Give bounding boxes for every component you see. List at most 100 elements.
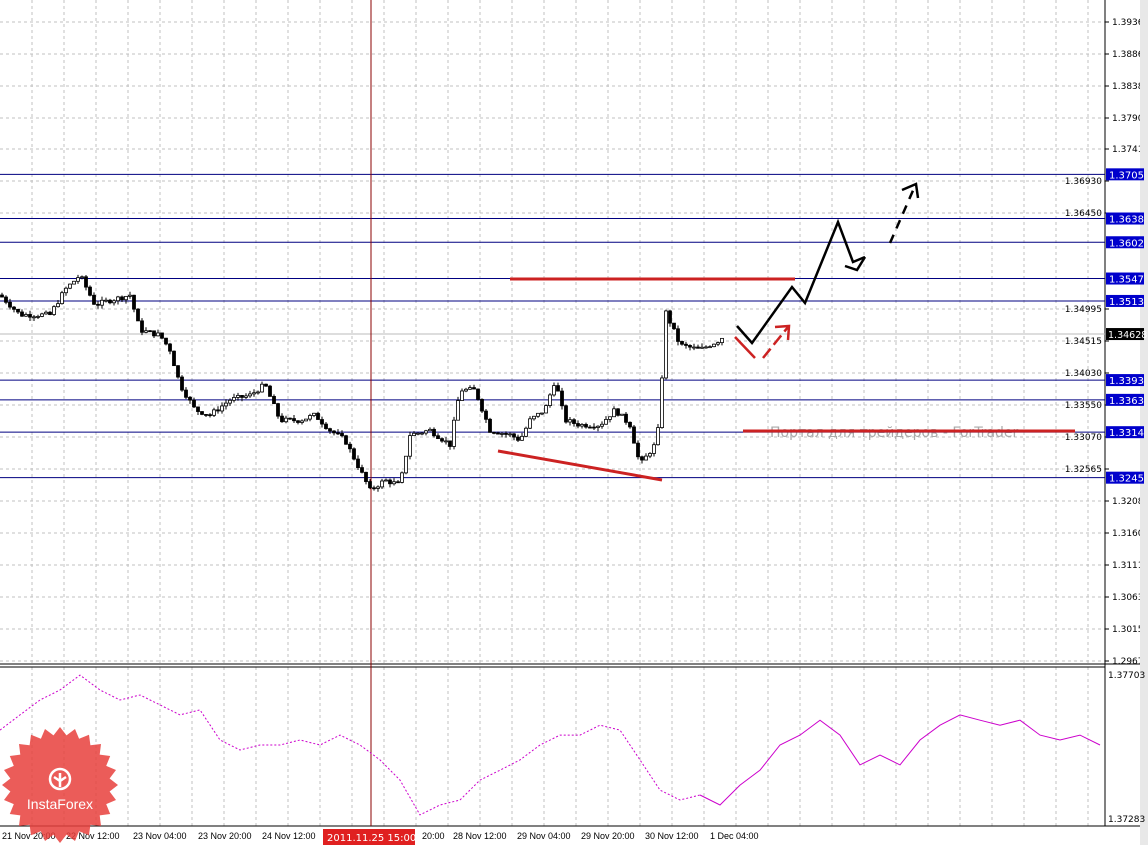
- level-label: 1.3638: [1109, 215, 1144, 226]
- candle-body: [672, 322, 676, 330]
- level-label-bg: [1106, 294, 1144, 307]
- candle: [272, 394, 276, 405]
- candle-body: [240, 395, 244, 398]
- candle-body: [500, 433, 504, 435]
- candle: [64, 286, 68, 296]
- candle: [552, 382, 556, 397]
- candle-body: [556, 385, 560, 392]
- candle: [228, 398, 232, 406]
- candle-body: [676, 328, 680, 342]
- candle: [460, 388, 464, 401]
- candle: [176, 365, 180, 379]
- candle: [0, 292, 4, 298]
- candle: [116, 295, 120, 305]
- candle-body: [456, 400, 460, 421]
- candle: [708, 345, 712, 349]
- candle-body: [116, 296, 120, 302]
- candle-body: [288, 417, 292, 420]
- candle: [288, 417, 292, 420]
- candle-body: [388, 479, 392, 485]
- price-tick-label: 1.30150: [1112, 625, 1148, 635]
- candle: [564, 404, 568, 424]
- candle-body: [568, 419, 572, 423]
- candle: [164, 337, 168, 346]
- price-tick-label: 1.32085: [1112, 497, 1148, 507]
- level-label: 1.3705: [1109, 170, 1144, 181]
- candle: [532, 415, 536, 421]
- candle: [184, 387, 188, 400]
- candle-body: [404, 455, 408, 474]
- candle: [40, 312, 44, 318]
- candle: [240, 395, 244, 402]
- price-tick-label: 1.37905: [1112, 114, 1148, 124]
- candle: [132, 294, 136, 313]
- candle-body: [488, 418, 492, 433]
- candle: [124, 295, 128, 304]
- candle: [508, 432, 512, 438]
- time-label: 29 Nov 20:00: [581, 831, 635, 841]
- candle: [160, 332, 164, 340]
- candle-body: [708, 346, 712, 349]
- price-tick-label: 1.33070: [1065, 433, 1102, 443]
- candle: [300, 419, 304, 425]
- candle: [664, 309, 668, 380]
- candle-body: [24, 314, 28, 317]
- candle-body: [268, 385, 272, 397]
- candle-body: [588, 426, 592, 429]
- candle: [468, 385, 472, 390]
- candle-body: [516, 436, 520, 441]
- candle-body: [468, 387, 472, 390]
- candle: [92, 292, 96, 305]
- cursor-time-bg: [323, 829, 415, 845]
- level-label: 1.3314: [1109, 428, 1144, 439]
- candle: [516, 434, 520, 443]
- candle: [424, 429, 428, 436]
- candle-body: [172, 350, 176, 367]
- candle: [224, 399, 228, 410]
- candle: [140, 318, 144, 336]
- candle-body: [236, 395, 240, 398]
- candle-body: [484, 410, 488, 420]
- candle-body: [444, 440, 448, 443]
- candle: [528, 416, 532, 430]
- candle-body: [160, 332, 164, 339]
- candle: [484, 408, 488, 424]
- candle-body: [600, 423, 604, 427]
- candle: [284, 415, 288, 424]
- candle-body: [520, 435, 524, 441]
- candle: [428, 427, 432, 432]
- candle-body: [264, 383, 268, 387]
- time-label: 24 Nov 12:00: [262, 831, 316, 841]
- candle-body: [212, 409, 216, 416]
- candle: [396, 479, 400, 484]
- candle: [76, 274, 80, 284]
- support-trendline: [497, 449, 663, 482]
- candle: [248, 390, 252, 398]
- candle: [480, 398, 484, 414]
- candle-body: [200, 411, 204, 415]
- candle: [312, 412, 316, 418]
- candle: [136, 308, 140, 322]
- candle: [432, 427, 436, 438]
- candle-body: [452, 419, 456, 447]
- candle: [16, 308, 20, 314]
- candle-body: [412, 432, 416, 437]
- level-label: 1.3513: [1109, 297, 1144, 308]
- candle-body: [432, 428, 436, 437]
- candle: [368, 479, 372, 490]
- candle: [108, 298, 112, 305]
- candle-body: [168, 343, 172, 352]
- candle: [316, 411, 320, 420]
- candle-body: [56, 303, 60, 308]
- candle-body: [480, 398, 484, 412]
- candle: [292, 415, 296, 423]
- candle-body: [532, 415, 536, 420]
- candle-body: [312, 412, 316, 416]
- candle: [476, 388, 480, 401]
- candle: [32, 315, 36, 321]
- candle-body: [204, 414, 208, 416]
- candle: [720, 337, 724, 346]
- candle-body: [576, 423, 580, 427]
- candle-body: [300, 420, 304, 423]
